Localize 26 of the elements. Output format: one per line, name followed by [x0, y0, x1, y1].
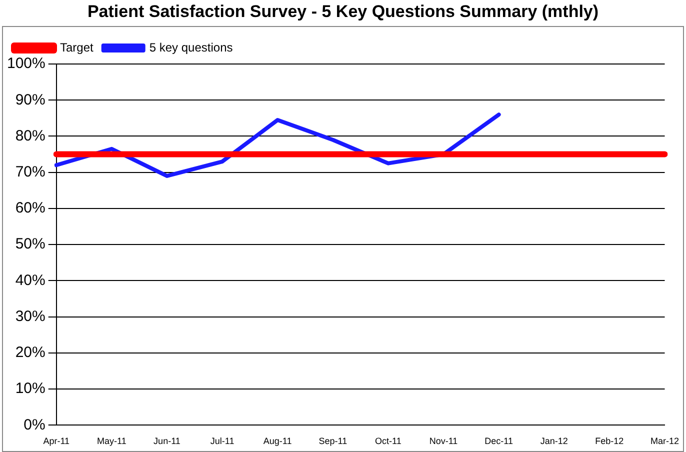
y-tick-label: 10% [15, 380, 46, 398]
x-tick-label: Aug-11 [263, 436, 292, 446]
x-tick-label: Apr-11 [43, 436, 70, 446]
y-tick-label: 0% [24, 416, 46, 434]
x-tick-label: May-11 [97, 436, 126, 446]
x-tick-label: Feb-12 [595, 436, 624, 446]
x-tick-label: Oct-11 [375, 436, 402, 446]
chart-title: Patient Satisfaction Survey - 5 Key Questions Summary (mthly) [86, 2, 600, 22]
y-tick-label: 50% [15, 236, 46, 253]
x-tick-label: Jun-11 [154, 436, 180, 446]
x-tick-label: Jan-12 [540, 436, 568, 446]
x-tick-label: Jul-11 [210, 436, 234, 446]
legend-label: Target [60, 40, 94, 54]
y-tick-label: 90% [15, 91, 46, 108]
y-tick-label: 70% [15, 164, 46, 180]
legend-label: 5 key questions [149, 40, 233, 54]
y-tick-label: 20% [15, 344, 46, 362]
y-tick-label: 40% [15, 272, 46, 289]
x-tick-label: Sep-11 [318, 436, 348, 446]
y-tick-label: 30% [15, 308, 46, 325]
x-tick-label: Nov-11 [429, 436, 458, 446]
y-tick-label: 60% [15, 200, 46, 217]
y-tick-label: 80% [15, 127, 46, 144]
y-tick-label: 100% [6, 55, 46, 72]
x-tick-label: Dec-11 [484, 436, 514, 446]
x-tick-label: Mar-12 [650, 436, 680, 446]
